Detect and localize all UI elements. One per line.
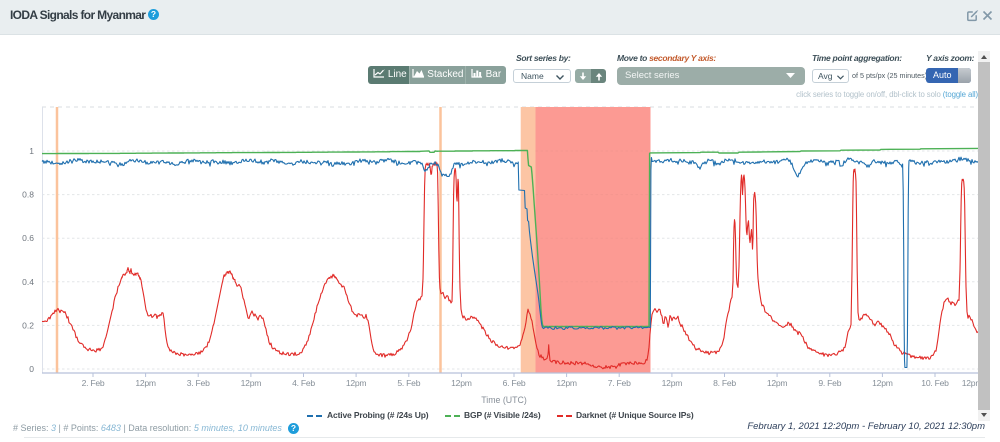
svg-text:0.8: 0.8 [22, 190, 34, 200]
svg-text:9. Feb: 9. Feb [818, 378, 841, 388]
svg-text:12pm: 12pm [767, 378, 788, 388]
svg-text:12pm: 12pm [135, 378, 156, 388]
svg-text:12pm: 12pm [451, 378, 472, 388]
svg-text:12pm: 12pm [872, 378, 893, 388]
svg-text:6. Feb: 6. Feb [503, 378, 526, 388]
svg-text:1: 1 [29, 146, 34, 156]
svg-text:3. Feb: 3. Feb [187, 378, 210, 388]
svg-text:12pm: 12pm [962, 378, 983, 388]
svg-text:Time (UTC): Time (UTC) [481, 395, 527, 405]
svg-text:2. Feb: 2. Feb [82, 378, 105, 388]
svg-text:12pm: 12pm [556, 378, 577, 388]
svg-text:4. Feb: 4. Feb [292, 378, 315, 388]
svg-text:0.6: 0.6 [22, 233, 34, 243]
svg-text:7. Feb: 7. Feb [608, 378, 631, 388]
svg-text:5. Feb: 5. Feb [397, 378, 420, 388]
svg-text:0: 0 [29, 364, 34, 374]
svg-text:8. Feb: 8. Feb [713, 378, 736, 388]
svg-text:0.4: 0.4 [22, 277, 34, 287]
svg-text:0.2: 0.2 [22, 320, 34, 330]
svg-text:12pm: 12pm [241, 378, 262, 388]
svg-text:10. Feb: 10. Feb [921, 378, 949, 388]
svg-text:12pm: 12pm [346, 378, 367, 388]
svg-text:12pm: 12pm [662, 378, 683, 388]
